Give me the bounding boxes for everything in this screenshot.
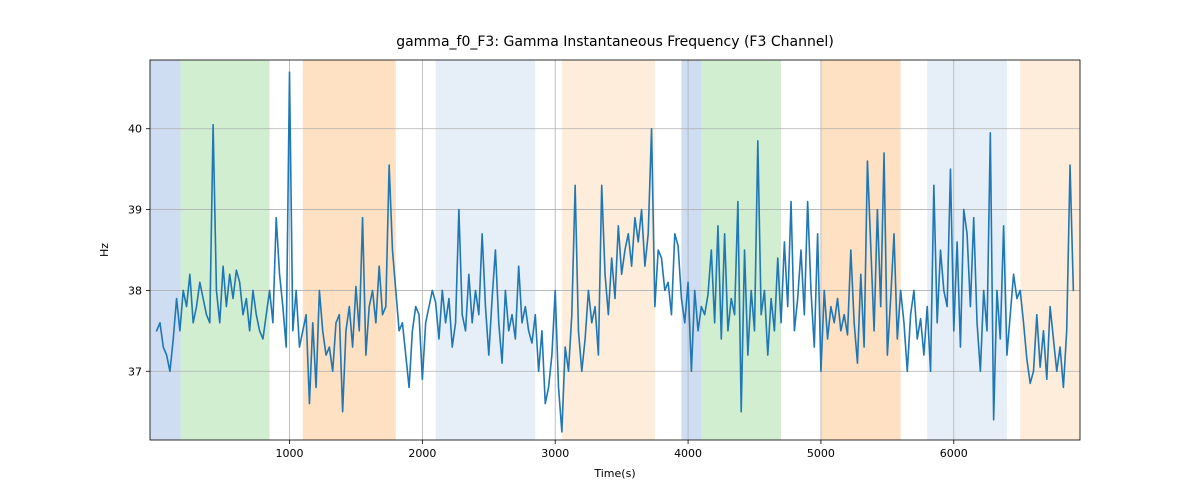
y-tick-label: 39: [128, 204, 142, 217]
x-axis-label: Time(s): [593, 467, 635, 480]
chart-title: gamma_f0_F3: Gamma Instantaneous Frequen…: [396, 34, 834, 50]
y-tick-label: 38: [128, 284, 142, 297]
x-ticks: 1000 2000 3000 4000 5000 6000: [276, 440, 968, 460]
x-tick-label: 5000: [807, 447, 835, 460]
y-tick-label: 40: [128, 123, 142, 136]
x-tick-label: 1000: [276, 447, 304, 460]
chart-container: 1000 2000 3000 4000 5000 6000 37 38 39 40 gamma_…: [0, 0, 1200, 500]
x-tick-label: 2000: [408, 447, 436, 460]
y-tick-label: 37: [128, 365, 142, 378]
chart-svg: 1000 2000 3000 4000 5000 6000 37 38 39 40 gamma_…: [0, 0, 1200, 500]
x-tick-label: 6000: [940, 447, 968, 460]
y-axis-label: Hz: [98, 243, 111, 257]
x-tick-label: 4000: [674, 447, 702, 460]
y-ticks: 37 38 39 40: [128, 123, 150, 379]
x-tick-label: 3000: [541, 447, 569, 460]
